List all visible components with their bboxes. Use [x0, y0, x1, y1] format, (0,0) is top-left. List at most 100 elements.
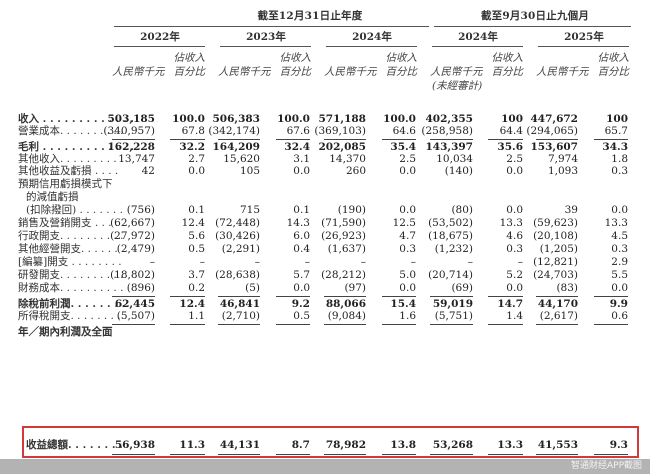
percent-cell: 4.7	[399, 230, 416, 242]
header-group-annual: 截至12月31日止年度	[257, 10, 363, 22]
amount-cell: 78,982	[325, 439, 366, 451]
percent-cell: 0.5	[293, 310, 310, 322]
subtotal-rule	[536, 296, 578, 297]
col-amount-2023: 人民幣千元	[218, 66, 271, 78]
row-label: 毛利 . . . . . . . . . . . . .	[18, 141, 135, 153]
amount-cell: 56,938	[114, 439, 155, 451]
percent-cell: 12.4	[179, 298, 205, 310]
percent-cell: 32.4	[284, 141, 310, 153]
percent-cell: 14.7	[497, 298, 523, 310]
subtotal-rule	[594, 324, 628, 325]
amount-cell: (27,972)	[110, 230, 155, 242]
subtotal-rule	[170, 139, 205, 140]
percent-cell: 2.5	[399, 153, 416, 165]
percent-cell: 6.0	[293, 230, 310, 242]
amount-cell: (190)	[337, 204, 366, 216]
subtotal-rule	[382, 139, 416, 140]
amount-cell: 62,445	[114, 298, 155, 310]
amount-cell: 42	[141, 165, 155, 177]
subtotal-rule	[112, 324, 155, 325]
amount-cell: 15,620	[223, 153, 260, 165]
percent-cell: 14.3	[286, 217, 310, 229]
year-2025-nine-months: 2025年	[564, 31, 604, 43]
amount-cell: (5)	[245, 282, 260, 294]
row-label: 年／期內利潤及全面	[18, 326, 113, 338]
amount-cell: (2,617)	[539, 310, 578, 322]
percent-cell: 5.2	[506, 269, 523, 281]
percent-cell: 0.0	[506, 282, 523, 294]
col-pct-2024-annual-line1: 佔收入	[385, 52, 418, 64]
percent-cell: 0.3	[399, 243, 416, 255]
percent-cell: 13.3	[499, 217, 523, 229]
percent-cell: –	[199, 256, 205, 268]
col-pct-2022-line2: 百分比	[173, 66, 206, 78]
amount-cell: (5,507)	[116, 310, 155, 322]
col-unaudited-2024-nine: (未經審計)	[432, 80, 483, 92]
percent-cell: 2.7	[188, 153, 205, 165]
amount-cell: 715	[239, 204, 260, 216]
percent-cell: 0.3	[611, 243, 628, 255]
table-row: 的減值虧損	[0, 191, 650, 204]
percent-cell: 2.5	[506, 153, 523, 165]
percent-cell: 9.2	[291, 298, 310, 310]
percent-cell: 1.6	[399, 310, 416, 322]
subtotal-rule	[488, 296, 523, 297]
percent-cell: 1.1	[188, 310, 205, 322]
table-row: (扣除撥回) . . . . . . . (756) 0.1 715 0.1 (190) 0…	[0, 204, 650, 217]
amount-cell: (896)	[126, 282, 155, 294]
percent-cell: 0.4	[293, 243, 310, 255]
percent-cell: 0.0	[399, 165, 416, 177]
amount-cell: (140)	[444, 165, 473, 177]
percent-cell: 15.4	[390, 298, 416, 310]
percent-cell: 5.7	[293, 269, 310, 281]
percent-cell: 0.0	[399, 204, 416, 216]
subtotal-rule	[324, 139, 366, 140]
row-label: 行政開支. . . . . . . . . .	[18, 230, 124, 242]
subtotal-rule	[324, 296, 366, 297]
year-rule-2023	[220, 46, 311, 47]
percent-cell: 0.0	[293, 165, 310, 177]
subtotal-rule	[382, 324, 416, 325]
table-row: 財務成本. . . . . . . . . . (896) 0.2 (5) 0.0 (97…	[0, 282, 650, 295]
percent-cell: 67.8	[181, 125, 205, 137]
amount-cell: (30,426)	[215, 230, 260, 242]
table-row: 毛利 . . . . . . . . . . . . . 162,228 32.2 1…	[0, 141, 650, 154]
percent-cell: 100	[501, 113, 523, 125]
amount-cell: (97)	[344, 282, 366, 294]
percent-cell: –	[410, 256, 416, 268]
table-row: 銷售及營銷開支 . . . . (62,667) 12.4 (72,448) 14.3 (…	[0, 217, 650, 230]
percent-cell: 1.4	[506, 310, 523, 322]
amount-cell: (756)	[126, 204, 155, 216]
amount-cell: (69)	[451, 282, 473, 294]
header-group-nine-months: 截至9月30日止九個月	[480, 10, 590, 22]
row-label: 營業成本. . . . . . . . . .	[18, 125, 124, 137]
percent-cell: 0.0	[506, 204, 523, 216]
subtotal-rule	[276, 139, 310, 140]
amount-cell: 59,019	[432, 298, 473, 310]
amount-cell: (62,667)	[110, 217, 155, 229]
percent-cell: 13.8	[390, 439, 416, 451]
percent-cell: 1.8	[611, 153, 628, 165]
percent-cell: 0.2	[188, 282, 205, 294]
percent-cell: 3.1	[293, 153, 310, 165]
row-label: 除稅前利潤. . . . . . . .	[18, 298, 126, 310]
year-2023: 2023年	[246, 31, 286, 43]
subtotal-rule	[536, 139, 578, 140]
percent-cell: 13.3	[497, 439, 523, 451]
row-label: 收益總額. . . . . . . .	[26, 439, 123, 451]
percent-cell: 5.5	[611, 269, 628, 281]
subtotal-rule	[170, 296, 205, 297]
year-rule-2025-nine	[538, 46, 629, 47]
amount-cell: 44,131	[219, 439, 260, 451]
table-row: 行政開支. . . . . . . . . . (27,972) 5.6 (30,42…	[0, 230, 650, 243]
percent-cell: 0.0	[611, 204, 628, 216]
row-label: (扣除撥回) . . . . . . .	[26, 204, 123, 216]
subtotal-rule	[218, 324, 260, 325]
amount-cell: (2,710)	[221, 310, 260, 322]
amount-cell: (20,108)	[533, 230, 578, 242]
amount-cell: 46,841	[219, 298, 260, 310]
table-row: 收益總額. . . . . . . . 56,938 11.3 44,131 8.7 78…	[0, 439, 650, 452]
row-label: 其他收益及虧損 . . . .	[18, 165, 119, 177]
table-row: 所得稅開支. . . . . . . . (5,507) 1.1 (2,710) 0.5…	[0, 310, 650, 323]
amount-cell: (2,291)	[221, 243, 260, 255]
